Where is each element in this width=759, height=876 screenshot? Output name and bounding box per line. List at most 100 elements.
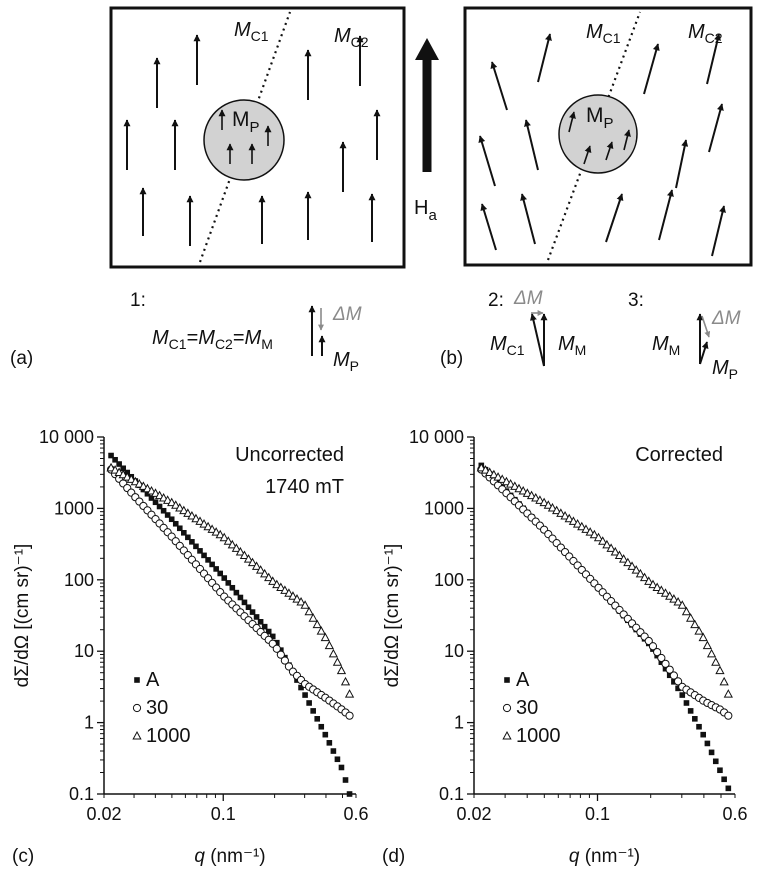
- data-point-square: [156, 503, 163, 510]
- data-point-triangle: [711, 657, 721, 666]
- data-point-triangle: [132, 730, 142, 740]
- data-point-square: [193, 543, 199, 550]
- data-point-square: [233, 589, 240, 596]
- matrix-arrows-b: [478, 33, 726, 257]
- data-point-square: [310, 708, 316, 714]
- data-point-triangle: [175, 502, 185, 512]
- data-point-triangle: [706, 648, 717, 658]
- legend-item: 30: [132, 697, 168, 719]
- y-axis-label: dΣ/dΩ [(cm sr)⁻¹]: [12, 544, 33, 688]
- data-point-triangle: [207, 524, 217, 533]
- y-tick-label: 1000: [424, 498, 464, 518]
- data-point-square: [253, 614, 260, 620]
- data-point-triangle: [723, 689, 733, 698]
- legend-label: 30: [146, 697, 168, 719]
- data-point-square: [687, 708, 694, 714]
- mp-label-b: MP: [586, 104, 614, 132]
- data-point-triangle: [203, 521, 213, 531]
- caption-case-3: 3: ΔM MM MP: [628, 290, 741, 382]
- data-point-triangle: [235, 546, 246, 556]
- data-point-triangle: [340, 676, 351, 686]
- y-tick-label: 1: [84, 713, 94, 733]
- data-point-triangle: [211, 527, 221, 536]
- data-point-triangle: [505, 479, 516, 488]
- arrow-tilted-icon: [623, 129, 631, 151]
- x-tick-label: 0.1: [585, 804, 610, 824]
- data-point-triangle: [644, 576, 654, 585]
- data-point-square: [334, 756, 341, 763]
- data-point-triangle: [292, 594, 302, 603]
- data-point-triangle: [652, 582, 662, 592]
- chart-annotation: Corrected: [635, 444, 723, 466]
- applied-field: Ha: [414, 38, 439, 224]
- data-point-triangle: [681, 606, 692, 616]
- data-point-triangle: [187, 510, 197, 520]
- data-point-circle: [272, 644, 281, 653]
- data-point-triangle: [669, 594, 679, 603]
- data-point-square: [712, 758, 719, 765]
- legend-item: 30: [502, 697, 538, 719]
- arrow-tilted-icon: [520, 193, 536, 245]
- data-point-circle: [648, 642, 658, 651]
- y-tick-label: 1000: [54, 498, 94, 518]
- data-point-triangle: [324, 640, 334, 650]
- data-point-triangle: [610, 546, 620, 556]
- data-point-triangle: [167, 497, 177, 507]
- data-point-triangle: [251, 561, 262, 570]
- data-point-square: [269, 633, 276, 640]
- arrow-tilted-icon: [537, 33, 552, 83]
- data-point-square: [237, 594, 244, 601]
- data-point-square: [671, 679, 677, 685]
- caption-case-2: 2: ΔM MC1 MM: [488, 288, 586, 367]
- data-point-triangle: [572, 519, 583, 528]
- data-point-square: [152, 499, 159, 506]
- data-point-square: [330, 748, 337, 754]
- arrow-tilted-icon: [524, 119, 539, 171]
- panel-label: (d): [382, 846, 405, 867]
- case-1-equation: MC1=MC2=MM: [152, 327, 273, 352]
- data-point-square: [168, 516, 175, 523]
- case-1-delta-label: ΔM: [332, 304, 362, 325]
- data-point-triangle: [581, 524, 591, 533]
- data-point-triangle: [239, 550, 250, 560]
- y-tick-label: 100: [434, 570, 464, 590]
- data-point-square: [298, 684, 304, 691]
- mc1-arrow-icon: [530, 313, 545, 367]
- data-point-square: [261, 623, 268, 630]
- data-point-square: [148, 495, 155, 501]
- case-1-mp-label: MP: [333, 349, 359, 374]
- legend-label: A: [146, 669, 160, 691]
- data-point-triangle: [631, 565, 641, 574]
- case-3-delta-label: ΔM: [711, 308, 741, 329]
- data-point-triangle: [304, 606, 314, 616]
- case-3-number: 3:: [628, 290, 644, 311]
- data-point-triangle: [694, 626, 704, 635]
- data-point-triangle: [514, 483, 524, 493]
- arrow-tilted-icon: [480, 203, 497, 251]
- mp-label-a: MP: [232, 108, 260, 136]
- data-point-square: [257, 619, 264, 625]
- x-tick-label: 0.02: [86, 804, 121, 824]
- data-point-triangle: [698, 632, 708, 642]
- arrow-tilted-icon: [708, 103, 724, 153]
- data-point-triangle: [219, 532, 229, 542]
- data-point-square: [322, 731, 329, 738]
- y-tick-label: 100: [64, 570, 94, 590]
- arrow-tilted-icon: [711, 205, 726, 257]
- data-point-square: [683, 700, 690, 706]
- arrow-tilted-icon: [658, 189, 674, 241]
- arrow-tilted-icon: [490, 61, 508, 111]
- data-point-triangle: [476, 462, 486, 472]
- data-point-square: [302, 692, 308, 698]
- data-point-square: [692, 716, 698, 722]
- data-point-square: [189, 539, 195, 545]
- data-point-square: [265, 628, 272, 635]
- data-point-triangle: [648, 579, 658, 589]
- data-point-square: [221, 575, 228, 581]
- data-point-square: [112, 456, 118, 463]
- data-point-circle: [132, 703, 142, 713]
- mc1-label-a: MC1: [234, 19, 269, 44]
- legend-label: A: [516, 669, 530, 691]
- data-point-square: [116, 461, 122, 467]
